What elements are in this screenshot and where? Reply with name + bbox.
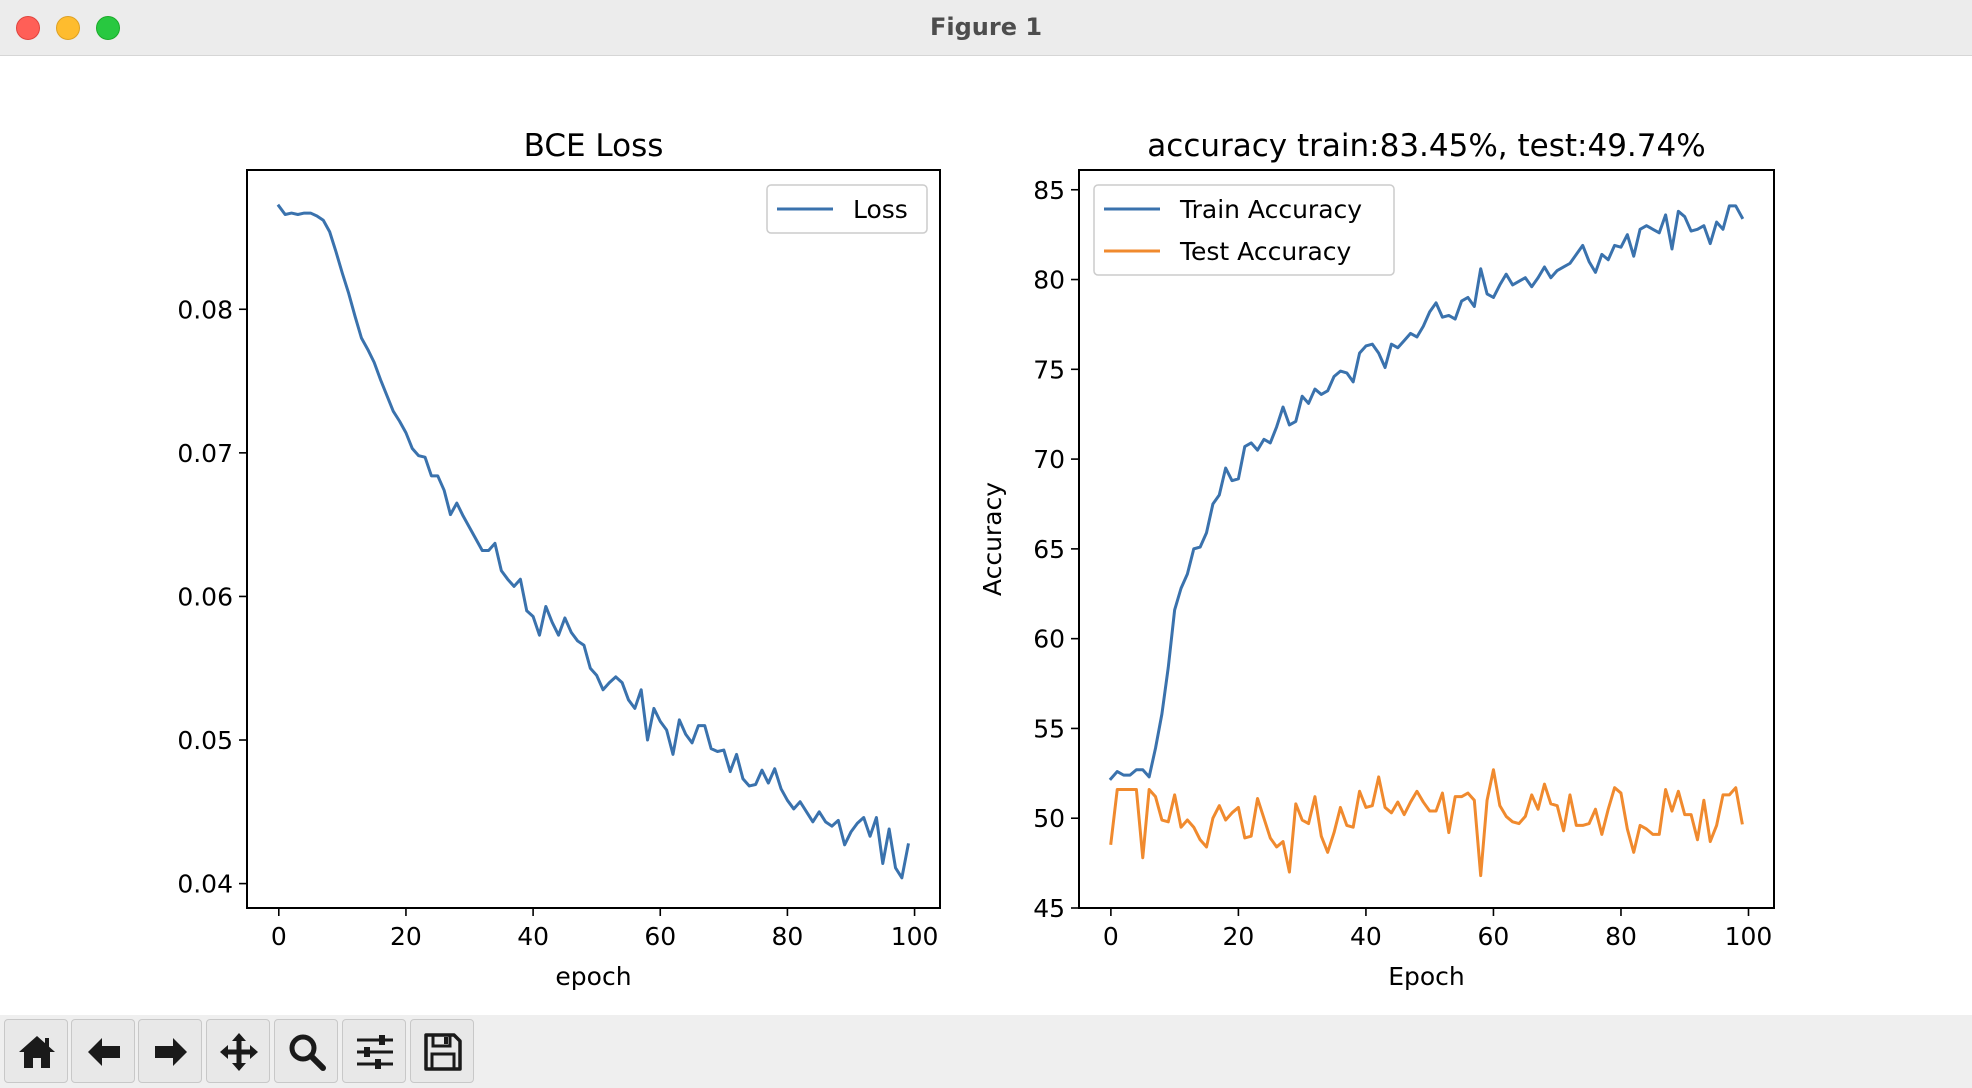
figure-svg: BCE Loss 0 20 40 60 80 100 0.04 0.05 0.06 0.07 0.08… bbox=[177, 128, 1775, 991]
series-line-0 bbox=[1108, 204, 1745, 781]
x-axis-label: Epoch bbox=[1388, 962, 1465, 991]
plot-frame bbox=[246, 169, 941, 909]
configure-subplots-icon bbox=[357, 1035, 393, 1069]
legend-entry: Test Accuracy bbox=[1179, 237, 1352, 266]
y-tick-label: 65 bbox=[1033, 535, 1065, 564]
y-tick-label: 80 bbox=[1033, 266, 1065, 295]
x-tick-label: 0 bbox=[271, 922, 287, 951]
x-tick-label: 60 bbox=[1478, 922, 1510, 951]
x-tick-label: 0 bbox=[1103, 922, 1119, 951]
home-button[interactable] bbox=[4, 1019, 68, 1083]
y-tick-label: 0.04 bbox=[177, 870, 233, 899]
x-tick-label: 40 bbox=[1350, 922, 1382, 951]
home-icon bbox=[19, 1036, 55, 1068]
legend-entry: Loss bbox=[853, 195, 908, 224]
y-tick-label: 70 bbox=[1033, 445, 1065, 474]
zoom-button[interactable] bbox=[274, 1019, 338, 1083]
x-tick-label: 20 bbox=[390, 922, 422, 951]
series-line-0 bbox=[276, 203, 910, 880]
configure-subplots-button[interactable] bbox=[342, 1019, 406, 1083]
zoom-magnifier-icon bbox=[289, 1034, 326, 1071]
chart-title: BCE Loss bbox=[524, 128, 664, 164]
x-tick-label: 80 bbox=[772, 922, 804, 951]
y-axis-label: Accuracy bbox=[978, 482, 1007, 596]
legend: Loss bbox=[766, 184, 928, 234]
window-title: Figure 1 bbox=[929, 13, 1043, 41]
legend-box bbox=[766, 184, 928, 234]
legend-entry: Train Accuracy bbox=[1179, 195, 1362, 224]
window-titlebar: Figure 1 bbox=[0, 0, 1972, 56]
minimize-window-button[interactable] bbox=[56, 16, 80, 40]
y-tick-label: 45 bbox=[1033, 894, 1065, 923]
save-figure-icon bbox=[424, 1033, 462, 1071]
navigation-toolbar bbox=[0, 1015, 1972, 1088]
pan-move-icon bbox=[220, 1033, 258, 1071]
back-arrow-icon bbox=[88, 1038, 120, 1066]
plot-frame bbox=[1078, 169, 1775, 909]
back-button[interactable] bbox=[71, 1019, 135, 1083]
y-tick-label: 75 bbox=[1033, 355, 1065, 384]
y-tick-label: 0.05 bbox=[177, 726, 233, 755]
y-tick-label: 55 bbox=[1033, 714, 1065, 743]
close-window-button[interactable] bbox=[16, 16, 40, 40]
forward-arrow-icon bbox=[155, 1038, 187, 1066]
x-axis-label: epoch bbox=[555, 962, 631, 991]
series-line-1 bbox=[1109, 768, 1744, 878]
legend-box bbox=[1093, 184, 1395, 276]
figure-canvas: BCE Loss 0 20 40 60 80 100 0.04 0.05 0.06 0.07 0.08… bbox=[0, 57, 1972, 1015]
x-tick-label: 100 bbox=[1725, 922, 1773, 951]
pan-button[interactable] bbox=[206, 1019, 270, 1083]
y-tick-label: 0.06 bbox=[177, 582, 233, 611]
x-tick-label: 20 bbox=[1222, 922, 1254, 951]
maximize-window-button[interactable] bbox=[96, 16, 120, 40]
y-tick-label: 0.08 bbox=[177, 295, 233, 324]
forward-button[interactable] bbox=[138, 1019, 202, 1083]
x-tick-label: 80 bbox=[1605, 922, 1637, 951]
x-tick-label: 60 bbox=[644, 922, 676, 951]
legend: Train Accuracy Test Accuracy bbox=[1093, 184, 1395, 276]
x-tick-label: 40 bbox=[517, 922, 549, 951]
y-tick-label: 85 bbox=[1033, 176, 1065, 205]
y-tick-label: 50 bbox=[1033, 804, 1065, 833]
y-tick-label: 0.07 bbox=[177, 439, 233, 468]
chart-0: BCE Loss 0 20 40 60 80 100 0.04 0.05 0.06 0.07 0.08… bbox=[177, 128, 941, 991]
chart-title: accuracy train:83.45%, test:49.74% bbox=[1147, 128, 1705, 164]
chart-1: accuracy train:83.45%, test:49.74% 0 20 40 6… bbox=[978, 128, 1775, 991]
y-tick-label: 60 bbox=[1033, 625, 1065, 654]
x-tick-label: 100 bbox=[891, 922, 939, 951]
save-button[interactable] bbox=[410, 1019, 474, 1083]
